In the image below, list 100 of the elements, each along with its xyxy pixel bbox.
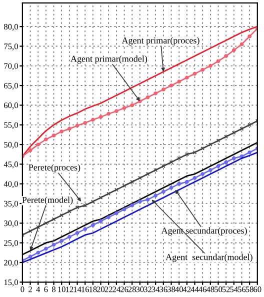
point [232, 48, 236, 52]
point [138, 176, 142, 180]
point [98, 219, 103, 224]
x-tick-label: 22 [104, 286, 112, 292]
x-tick-label: 32 [144, 286, 152, 292]
point [130, 204, 134, 208]
point [67, 209, 72, 214]
x-tick-label: 60 [254, 286, 262, 292]
point [184, 180, 189, 184]
point [146, 95, 150, 100]
point [130, 180, 134, 184]
y-tick-label: 65,0 [4, 82, 18, 90]
x-tick-label: 54 [230, 286, 238, 292]
point [216, 59, 220, 64]
point [138, 200, 142, 204]
point [161, 88, 166, 92]
point [200, 172, 205, 176]
point [36, 250, 40, 255]
x-tick-label: 58 [246, 286, 254, 292]
point [240, 42, 244, 46]
x-tick-label: 8 [52, 286, 56, 292]
point [122, 184, 126, 188]
point [192, 176, 197, 180]
annotation: Agent primar(model) [70, 56, 148, 64]
point [208, 64, 212, 68]
x-tick-label: 36 [160, 286, 168, 292]
point [154, 91, 158, 96]
y-tick-label: 30,0 [4, 220, 18, 228]
point [60, 130, 64, 134]
point [169, 186, 174, 190]
x-tick-label: 18 [89, 286, 97, 292]
point [67, 234, 72, 239]
x-tick-label: 44 [190, 286, 199, 292]
point [177, 182, 182, 186]
x-tick-label: 50 [214, 286, 222, 292]
point [161, 164, 166, 168]
point [36, 142, 40, 146]
point [122, 207, 126, 212]
point [200, 146, 205, 150]
point [106, 192, 111, 196]
x-tick-label: 14 [74, 286, 82, 292]
point [184, 76, 189, 80]
point [90, 118, 95, 122]
x-tick-label: 28 [128, 286, 136, 292]
x-tick-label: 24 [112, 286, 120, 292]
point [208, 142, 212, 146]
annotation: Perete(proces) [28, 164, 80, 172]
x-tick-label: 46 [198, 286, 206, 292]
point [52, 134, 56, 138]
x-tick-label: 42 [182, 286, 191, 292]
point [169, 84, 174, 88]
x-tick-label: 10 [58, 286, 66, 292]
point [248, 122, 252, 127]
point [114, 109, 118, 114]
y-tick-label: 15,0 [4, 280, 18, 286]
point [106, 215, 111, 220]
point [248, 150, 252, 154]
point [114, 211, 118, 216]
point [224, 160, 228, 164]
y-tick-label: 45,0 [4, 162, 18, 168]
point [177, 80, 182, 84]
x-tick-label: 34 [152, 286, 160, 292]
point [44, 137, 48, 142]
point [28, 254, 32, 259]
point [130, 103, 134, 108]
point [122, 106, 126, 110]
point [224, 54, 228, 58]
x-tick-label: 26 [120, 286, 128, 292]
point [216, 164, 220, 168]
point [154, 168, 158, 172]
y-tick-label: 55,0 [4, 122, 18, 130]
point [154, 194, 158, 198]
point [248, 34, 252, 38]
point [106, 112, 111, 116]
point [208, 168, 212, 172]
annotation: Agent primar(proces) [122, 37, 200, 46]
point [90, 223, 95, 228]
point [28, 148, 32, 152]
point [75, 231, 80, 235]
point [52, 217, 56, 222]
point [75, 124, 80, 128]
y-tick-label: 75,0 [4, 44, 18, 50]
point [83, 120, 88, 125]
x-tick-label: 38 [167, 286, 176, 292]
point [60, 238, 64, 243]
point [146, 198, 150, 202]
x-tick-label: 30 [136, 286, 144, 292]
x-tick-label: 20 [96, 286, 105, 292]
annotation: Agent secundar(model) [166, 254, 252, 262]
point [83, 204, 88, 208]
point [83, 227, 88, 232]
x-tick-label: 0 [20, 286, 24, 292]
y-tick-label: 35,0 [4, 200, 18, 208]
annotation: Agent secundar(proces) [161, 227, 247, 236]
y-tick-label: 60,0 [4, 102, 18, 110]
point [98, 115, 103, 119]
point [44, 246, 48, 251]
annotation: Perete(model) [22, 196, 73, 205]
y-tick-label: 50,0 [4, 142, 18, 149]
point [161, 190, 166, 194]
